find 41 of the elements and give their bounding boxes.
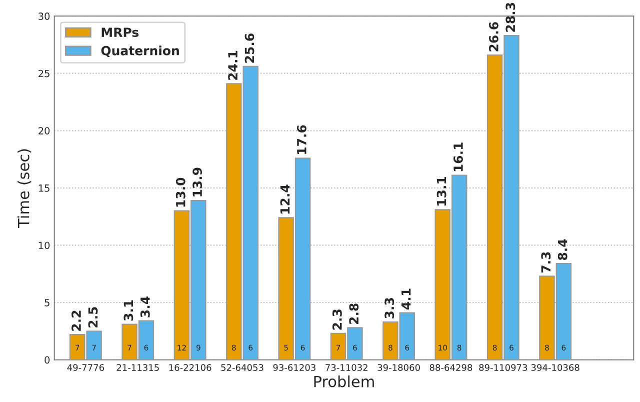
y-tick-label: 0 [44, 356, 50, 364]
data-label: 3.3 [384, 298, 394, 318]
data-label: 13.9 [192, 168, 202, 196]
data-label: 12.4 [280, 184, 290, 214]
data-label: 8.4 [558, 239, 568, 260]
y-axis-title: Time (sec) [18, 149, 32, 228]
data-label: 7.3 [541, 252, 551, 273]
data-label: 3.4 [140, 296, 150, 318]
y-tick-label: 20 [38, 127, 50, 134]
x-tick-label: 93-61203 [273, 364, 316, 371]
x-tick-label: 49-7776 [67, 364, 104, 371]
data-label: 26.6 [488, 22, 498, 52]
x-tick-label: 16-22106 [169, 364, 212, 371]
y-tick-label: 10 [38, 242, 50, 250]
y-tick-label: 25 [38, 70, 50, 78]
legend-label: MRPs [102, 28, 139, 38]
data-label: 2.2 [72, 310, 81, 331]
data-label: 2.3 [332, 310, 342, 330]
data-label: 2.5 [88, 307, 98, 328]
x-tick-label: 394-10368 [531, 364, 580, 371]
x-tick-label: 89-110973 [479, 364, 528, 371]
data-label: 3.1 [124, 300, 134, 321]
data-label: 28.3 [506, 2, 516, 32]
y-tick-label: 5 [44, 299, 50, 306]
x-tick-label: 39-18060 [378, 364, 420, 371]
data-label: 4.1 [401, 288, 411, 310]
x-tick-label: 52-64053 [221, 364, 264, 371]
x-tick-label: 88-64298 [430, 364, 472, 371]
y-tick-label: 15 [38, 184, 50, 192]
data-label: 16.1 [454, 142, 463, 172]
data-label: 2.8 [349, 304, 359, 324]
y-tick-label: 30 [38, 12, 50, 20]
data-label: 25.6 [244, 34, 254, 63]
data-label: 13.1 [436, 176, 446, 206]
legend-label: Quaternion [101, 46, 179, 57]
data-label: 24.1 [228, 50, 238, 80]
x-tick-label: 21-11315 [116, 364, 159, 371]
data-label: 17.6 [296, 125, 306, 154]
data-label: 13.0 [176, 178, 186, 207]
x-axis-title: Problem [314, 375, 374, 388]
x-tick-label: 73-11032 [326, 364, 368, 371]
